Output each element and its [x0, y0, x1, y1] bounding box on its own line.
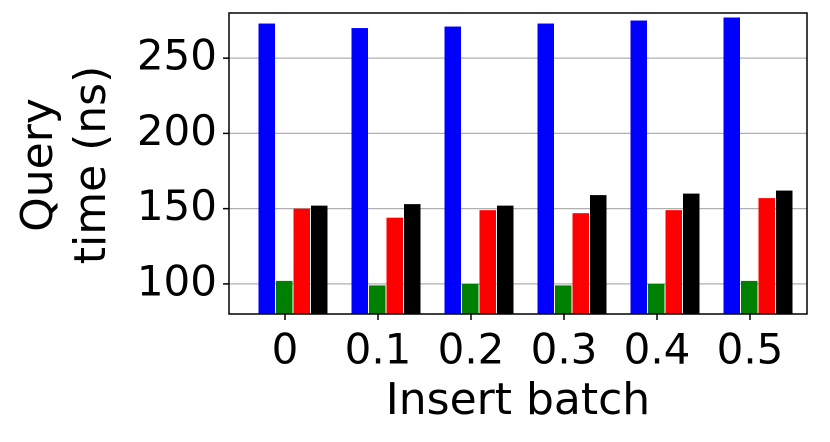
x-axis-label: Insert batch	[386, 374, 650, 425]
y-tick-label: 100	[137, 256, 217, 305]
bar	[723, 17, 740, 314]
bar	[537, 23, 554, 314]
bar	[276, 280, 293, 314]
bar	[665, 210, 682, 314]
bar	[293, 208, 310, 314]
x-tick-label: 0.4	[624, 325, 691, 374]
bar	[776, 190, 793, 314]
bar	[404, 204, 421, 314]
bar	[497, 205, 514, 314]
bar	[479, 210, 496, 314]
x-tick-label: 0.3	[531, 325, 598, 374]
x-tick-label: 0.5	[717, 325, 784, 374]
bar	[590, 195, 607, 314]
x-tick-label: 0.2	[438, 325, 505, 374]
bar	[462, 283, 479, 314]
bar	[683, 193, 700, 314]
bar	[555, 285, 572, 314]
plot-frame	[228, 12, 808, 315]
bar	[572, 213, 589, 314]
plot-area	[229, 17, 807, 314]
y-tick-label: 200	[137, 106, 217, 155]
bar	[369, 285, 386, 314]
bar	[311, 205, 328, 314]
y-axis-label: time (ns)	[65, 66, 116, 265]
bar	[758, 198, 775, 314]
bar	[351, 28, 368, 314]
bar	[386, 217, 403, 314]
x-tick-label: 0.1	[345, 325, 412, 374]
bar	[630, 20, 647, 314]
bar	[444, 26, 461, 314]
y-tick-label: 250	[137, 31, 217, 80]
bar	[648, 283, 665, 314]
y-tick-label: 150	[137, 181, 217, 230]
y-axis-label: Query	[12, 98, 63, 232]
x-tick-label: 0	[272, 325, 299, 374]
bar	[258, 23, 275, 314]
bar	[741, 280, 758, 314]
